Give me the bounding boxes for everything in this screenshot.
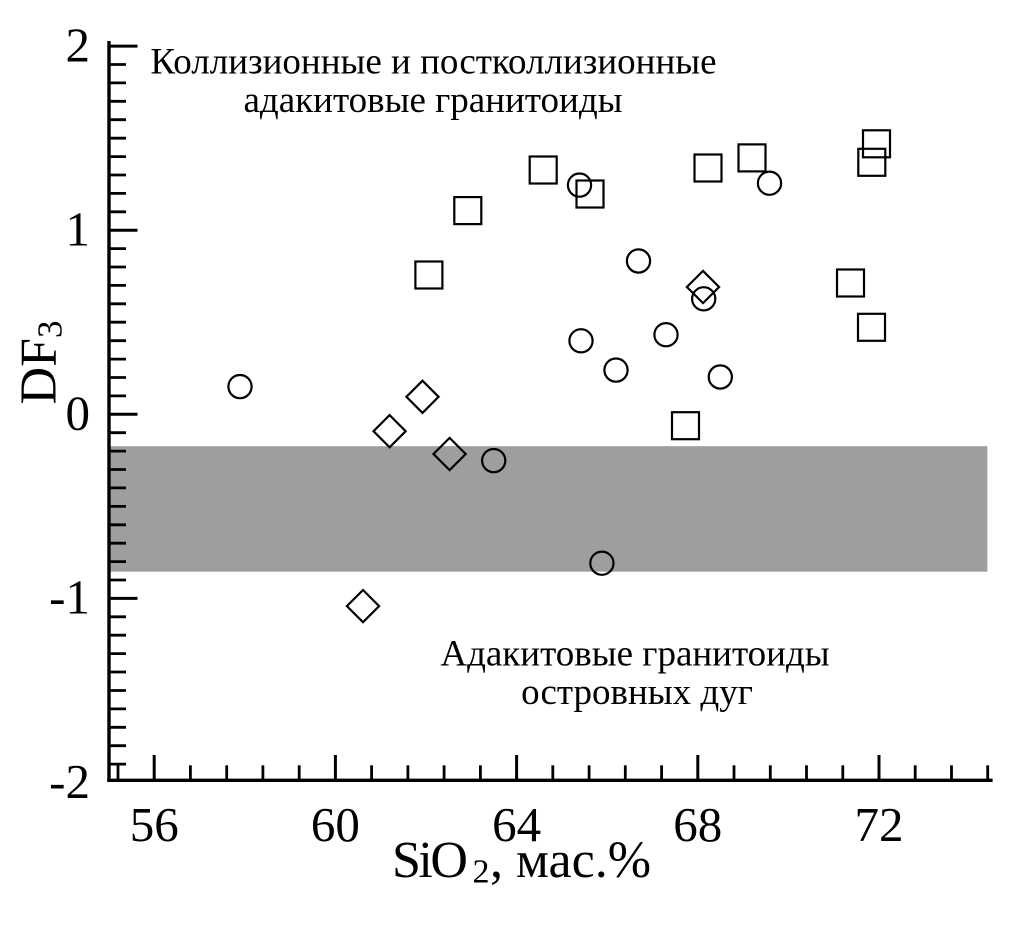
svg-text:64: 64 xyxy=(492,797,541,852)
svg-text:Адакитовые гранитоиды: Адакитовые гранитоиды xyxy=(440,634,829,675)
svg-text:60: 60 xyxy=(311,797,360,852)
svg-text:0: 0 xyxy=(66,386,91,441)
svg-text:72: 72 xyxy=(855,797,904,852)
svg-text:68: 68 xyxy=(673,797,722,852)
svg-text:, мас.%: , мас.% xyxy=(490,832,651,889)
svg-text:1: 1 xyxy=(66,202,91,257)
svg-text:Коллизионные и постколлизионны: Коллизионные и постколлизионные xyxy=(150,42,716,83)
svg-text:SiO: SiO xyxy=(392,832,466,889)
svg-text:56: 56 xyxy=(130,797,179,852)
svg-text:2: 2 xyxy=(66,17,91,72)
svg-text:островных дуг: островных дуг xyxy=(521,672,753,713)
svg-text:-2: -2 xyxy=(49,754,90,809)
svg-text:2: 2 xyxy=(473,854,490,891)
svg-text:-1: -1 xyxy=(49,570,90,625)
svg-text:адакитовые гранитоиды: адакитовые гранитоиды xyxy=(244,80,623,121)
